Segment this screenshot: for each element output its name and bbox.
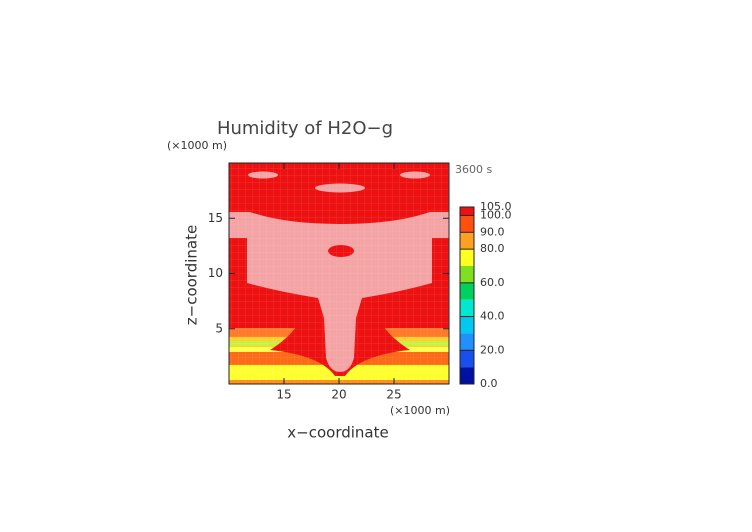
colorbar-tick-label: 80.0	[480, 242, 505, 255]
colorbar-band	[460, 299, 474, 317]
colorbar-tick-label: 40.0	[480, 310, 505, 323]
y-axis-label: z−coordinate	[183, 225, 201, 325]
colorbar-band	[460, 207, 474, 216]
y-tick-label: 15	[208, 211, 223, 225]
colorbar-tick-label: 105.0	[480, 200, 512, 213]
y-tick-label: 10	[208, 266, 223, 280]
colorbar-band	[460, 333, 474, 351]
x-tick-label: 15	[276, 388, 291, 402]
colorbar-tick-label: 20.0	[480, 343, 505, 356]
colorbar-tick-label: 0.0	[480, 377, 498, 390]
colorbar-tick-label: 60.0	[480, 276, 505, 289]
colorbar-band	[460, 249, 474, 266]
time-annotation: 3600 s	[455, 163, 492, 176]
colorbar-tick-label: 100.0	[480, 208, 512, 221]
x-tick-label: 20	[331, 388, 346, 402]
colorbar-band	[460, 367, 474, 384]
colorbar-tick-label: 90.0	[480, 225, 505, 238]
colorbar-band	[460, 350, 474, 368]
colorbar-band	[460, 266, 474, 283]
x-unit: (×1000 m)	[390, 404, 450, 417]
x-tick-label: 25	[386, 388, 401, 402]
colorbar-band	[460, 232, 474, 250]
y-unit: (×1000 m)	[167, 139, 227, 152]
colorbar-band	[460, 215, 474, 233]
contour-field	[229, 163, 449, 384]
x-axis-label: x−coordinate	[287, 424, 388, 442]
colorbar-band	[460, 282, 474, 300]
colorbar-band	[460, 316, 474, 334]
y-tick-label: 5	[215, 321, 223, 335]
chart-title: Humidity of H2O−g	[217, 118, 393, 139]
